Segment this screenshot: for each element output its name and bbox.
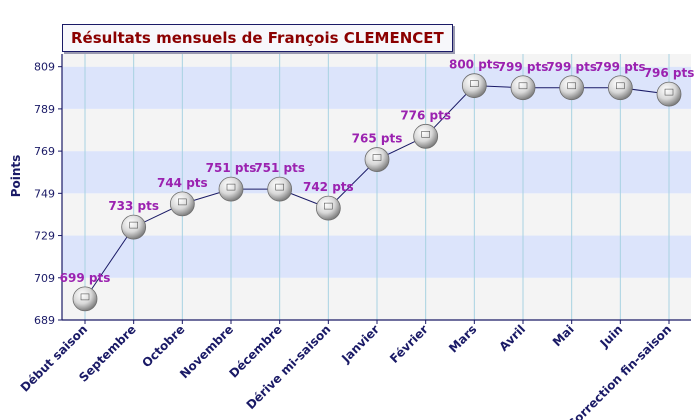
data-label: 799 pts — [595, 60, 646, 74]
y-tick-label: 709 — [34, 272, 55, 285]
data-points — [72, 73, 682, 312]
data-label: 742 pts — [303, 180, 354, 194]
data-point-sphere — [169, 191, 195, 217]
data-point — [656, 81, 682, 107]
data-point — [510, 75, 536, 101]
data-point-emblem — [470, 80, 479, 87]
data-point-emblem — [178, 198, 187, 206]
x-tick-label: Avril — [496, 322, 528, 354]
data-point-emblem — [372, 154, 382, 161]
data-label: 751 pts — [206, 161, 257, 175]
y-axis-label: Points — [9, 155, 23, 198]
x-tick-label: Juin — [597, 322, 626, 351]
data-label: 799 pts — [498, 60, 549, 74]
data-point-emblem — [421, 131, 430, 138]
axes — [58, 54, 691, 324]
data-label: 796 pts — [644, 66, 695, 80]
data-point — [607, 75, 633, 101]
data-label: 800 pts — [449, 58, 500, 72]
data-point — [218, 176, 244, 202]
data-point — [72, 286, 98, 312]
data-label: 751 pts — [254, 161, 305, 175]
y-tick-label: 789 — [34, 103, 55, 116]
data-point — [121, 214, 147, 240]
x-tick-label: Mars — [446, 322, 479, 355]
data-label: 776 pts — [400, 108, 451, 122]
data-point-emblem — [616, 82, 625, 90]
data-label: 799 pts — [546, 60, 597, 74]
data-point-sphere — [121, 214, 147, 240]
data-point-emblem — [275, 183, 284, 191]
y-tick-labels: 689 709 729 749 769 789 809 — [34, 61, 55, 327]
data-label: 744 pts — [157, 176, 208, 190]
data-point-sphere — [656, 81, 682, 107]
x-tick-label: Mai — [550, 322, 577, 349]
data-point — [364, 147, 390, 172]
y-tick-label: 749 — [34, 187, 55, 200]
data-point-sphere — [559, 75, 585, 101]
y-tick-label: 689 — [34, 314, 55, 327]
data-point-emblem — [518, 82, 528, 90]
data-point-emblem — [324, 202, 333, 210]
data-point — [315, 195, 341, 221]
x-tick-label: Février — [387, 322, 431, 366]
data-point-sphere — [72, 286, 98, 312]
data-point-sphere — [315, 195, 341, 221]
data-point — [461, 73, 487, 99]
data-point-emblem — [80, 293, 90, 301]
data-point — [267, 176, 293, 202]
x-tick-label: Début saison — [18, 322, 90, 394]
x-tick-label: Dérive mi-saison — [244, 322, 334, 412]
x-tick-label: Janvier — [338, 322, 382, 366]
data-point-sphere — [267, 176, 293, 202]
data-label: 733 pts — [108, 199, 159, 213]
y-tick-label: 769 — [34, 145, 55, 158]
chart-title-box: Résultats mensuels de François CLEMENCET — [62, 24, 453, 52]
data-point — [413, 123, 439, 149]
data-point-sphere — [607, 75, 633, 101]
y-tick-label: 729 — [34, 230, 55, 243]
y-tick-label: 809 — [34, 61, 55, 74]
data-point-emblem — [567, 82, 576, 90]
data-point-sphere — [413, 123, 439, 149]
data-point — [559, 75, 585, 101]
data-point-emblem — [664, 88, 674, 96]
data-point-sphere — [510, 75, 536, 101]
data-point-emblem — [129, 221, 138, 229]
data-label: 765 pts — [352, 132, 403, 146]
data-point-sphere — [461, 73, 487, 99]
x-tick-label: Octobre — [139, 322, 187, 370]
data-point — [169, 191, 195, 217]
data-point-sphere — [218, 176, 244, 202]
data-point-emblem — [226, 183, 236, 191]
chart-title: Résultats mensuels de François CLEMENCET — [71, 29, 444, 47]
data-point-sphere — [364, 147, 390, 172]
data-label: 699 pts — [60, 271, 111, 285]
